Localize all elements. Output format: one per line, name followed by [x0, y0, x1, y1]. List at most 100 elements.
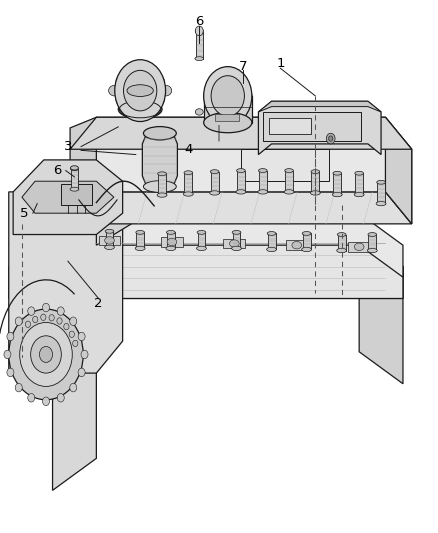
Polygon shape — [9, 213, 403, 277]
Polygon shape — [9, 192, 123, 373]
Bar — [136, 232, 144, 248]
Ellipse shape — [158, 172, 166, 176]
Ellipse shape — [354, 192, 364, 197]
Ellipse shape — [157, 193, 167, 197]
Circle shape — [70, 317, 77, 326]
Ellipse shape — [134, 99, 146, 110]
Ellipse shape — [143, 126, 177, 140]
Ellipse shape — [204, 85, 252, 107]
Text: 5: 5 — [20, 207, 28, 220]
Circle shape — [69, 331, 74, 337]
Circle shape — [195, 26, 203, 36]
Circle shape — [42, 303, 49, 312]
Ellipse shape — [367, 248, 377, 253]
Circle shape — [211, 76, 244, 116]
Circle shape — [70, 383, 77, 392]
Bar — [377, 182, 385, 204]
Ellipse shape — [302, 247, 311, 252]
Circle shape — [32, 316, 38, 322]
Circle shape — [7, 332, 14, 341]
Ellipse shape — [267, 247, 276, 252]
Text: 1: 1 — [276, 58, 285, 70]
Ellipse shape — [230, 240, 239, 247]
Ellipse shape — [105, 229, 114, 233]
Polygon shape — [96, 171, 131, 245]
Ellipse shape — [118, 100, 162, 118]
Bar — [223, 239, 245, 248]
Polygon shape — [13, 160, 123, 235]
Polygon shape — [70, 117, 412, 224]
Circle shape — [115, 60, 166, 122]
Ellipse shape — [134, 71, 146, 82]
Ellipse shape — [184, 171, 193, 175]
Ellipse shape — [105, 245, 114, 249]
Ellipse shape — [258, 168, 267, 173]
Ellipse shape — [152, 95, 164, 106]
Polygon shape — [258, 101, 381, 112]
Bar — [198, 232, 205, 248]
Ellipse shape — [143, 181, 177, 192]
Ellipse shape — [197, 246, 206, 251]
Circle shape — [39, 346, 53, 362]
Circle shape — [9, 309, 83, 400]
Circle shape — [42, 397, 49, 406]
Circle shape — [49, 314, 54, 321]
Circle shape — [15, 317, 22, 326]
Circle shape — [20, 322, 72, 386]
Circle shape — [7, 368, 14, 377]
Polygon shape — [96, 192, 412, 224]
Polygon shape — [22, 181, 114, 213]
Ellipse shape — [166, 230, 175, 235]
Ellipse shape — [210, 169, 219, 174]
Ellipse shape — [167, 238, 177, 246]
Ellipse shape — [166, 246, 176, 251]
Bar — [338, 235, 346, 251]
Ellipse shape — [136, 230, 145, 235]
Ellipse shape — [333, 171, 342, 175]
Ellipse shape — [284, 190, 294, 194]
Polygon shape — [53, 298, 96, 490]
Bar — [237, 171, 245, 192]
Ellipse shape — [195, 30, 203, 34]
Ellipse shape — [109, 85, 121, 96]
Circle shape — [78, 368, 85, 377]
Bar — [259, 171, 267, 192]
Polygon shape — [35, 235, 403, 330]
Circle shape — [28, 307, 35, 316]
Ellipse shape — [376, 201, 386, 206]
Bar — [268, 233, 276, 249]
Circle shape — [57, 393, 64, 402]
Circle shape — [204, 67, 252, 125]
Ellipse shape — [237, 168, 245, 173]
Ellipse shape — [337, 248, 346, 253]
Ellipse shape — [258, 190, 268, 194]
Bar — [71, 169, 78, 189]
Ellipse shape — [71, 166, 78, 170]
Polygon shape — [142, 133, 177, 187]
Bar — [158, 174, 166, 195]
Ellipse shape — [285, 168, 293, 173]
Polygon shape — [359, 235, 403, 384]
Ellipse shape — [184, 192, 193, 196]
Bar — [269, 118, 311, 134]
Bar — [333, 173, 341, 195]
Ellipse shape — [195, 56, 204, 61]
Circle shape — [15, 383, 22, 392]
Circle shape — [31, 336, 61, 373]
Circle shape — [25, 321, 31, 327]
Ellipse shape — [159, 85, 172, 96]
Ellipse shape — [332, 192, 342, 197]
Bar — [99, 236, 120, 245]
Text: 2: 2 — [94, 297, 103, 310]
Ellipse shape — [267, 231, 276, 236]
Ellipse shape — [152, 76, 164, 86]
Ellipse shape — [377, 180, 385, 184]
Text: 6: 6 — [53, 164, 61, 177]
Bar — [303, 233, 311, 249]
Ellipse shape — [116, 76, 128, 86]
Ellipse shape — [127, 85, 153, 96]
Bar — [285, 171, 293, 192]
Ellipse shape — [236, 190, 246, 194]
Ellipse shape — [368, 232, 377, 237]
Ellipse shape — [197, 230, 206, 235]
